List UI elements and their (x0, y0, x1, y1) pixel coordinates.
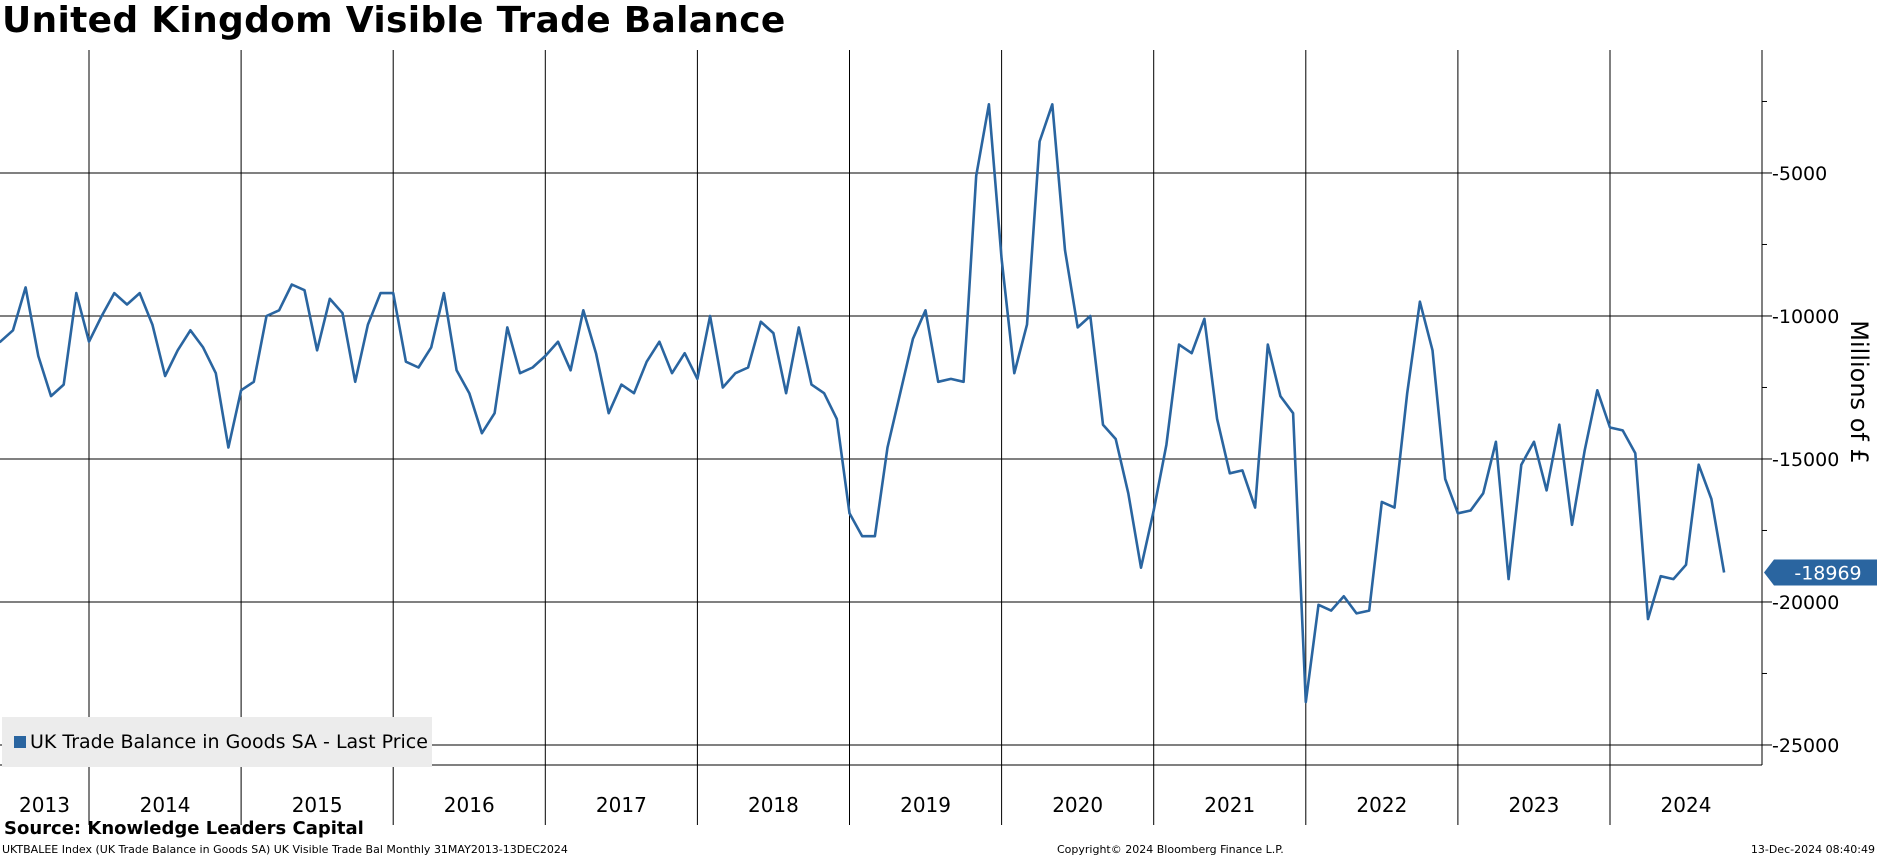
chart-title: United Kingdom Visible Trade Balance (2, 0, 786, 41)
x-year-label: 2024 (1661, 793, 1712, 817)
x-axis-year-labels: 2013 2014 2015 2016 2017 2018 2019 2020 2021 2022… (19, 793, 1711, 817)
last-value-tag: -18969 (1764, 559, 1877, 586)
x-year-label: 2015 (292, 793, 343, 817)
legend-label: UK Trade Balance in Goods SA - Last Pric… (30, 731, 428, 753)
x-year-label: 2013 (19, 793, 70, 817)
vertical-gridlines (88, 50, 1611, 825)
footer-index-info: UKTBALEE Index (UK Trade Balance in Good… (2, 843, 568, 856)
x-year-label: 2014 (140, 793, 191, 817)
y-tick-label: -20000 (1772, 592, 1839, 614)
y-tick-label: -25000 (1772, 735, 1839, 757)
footer-timestamp: 13-Dec-2024 08:40:49 (1750, 843, 1875, 856)
x-year-label: 2020 (1052, 793, 1103, 817)
y-tick-label: -10000 (1772, 306, 1839, 328)
right-y-axis: -5000 -10000 -15000 -20000 -25000 (0, 50, 1839, 766)
x-year-label: 2017 (596, 793, 647, 817)
series-group (0, 103, 1726, 704)
last-value-label: -18969 (1794, 562, 1861, 584)
y-tick-label: -15000 (1772, 449, 1839, 471)
x-year-label: 2019 (900, 793, 951, 817)
x-year-label: 2021 (1204, 793, 1255, 817)
series-line (0, 103, 1726, 704)
last-value-badge (1764, 559, 1877, 586)
x-year-label: 2022 (1356, 793, 1407, 817)
source-note: Source: Knowledge Leaders Capital (4, 818, 364, 839)
legend-swatch (14, 736, 26, 748)
y-tick-label: -5000 (1772, 163, 1827, 185)
x-year-label: 2016 (444, 793, 495, 817)
legend: UK Trade Balance in Goods SA - Last Pric… (2, 717, 432, 767)
x-year-label: 2018 (748, 793, 799, 817)
footer-copyright: Copyright© 2024 Bloomberg Finance L.P. (1057, 843, 1284, 856)
y-axis-title: Millions of £ (1845, 320, 1873, 463)
x-year-label: 2023 (1508, 793, 1559, 817)
